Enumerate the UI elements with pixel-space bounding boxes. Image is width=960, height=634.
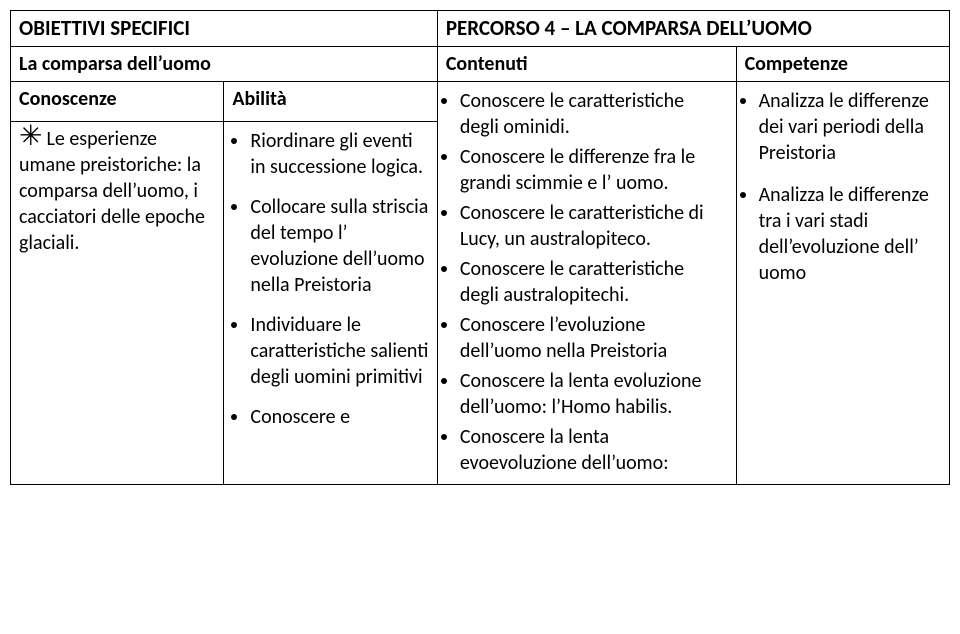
- asterisk-icon: ✳: [19, 126, 42, 148]
- table-row: Conoscenze Abilità Conoscere le caratter…: [11, 82, 950, 122]
- conoscenze-text: Le esperienze umane preistoriche: la com…: [19, 127, 205, 255]
- subheader-competenze: Competenze: [736, 47, 949, 82]
- subheader-contenuti: Contenuti: [437, 47, 736, 82]
- abilita-list-2: Collocare sulla striscia del tempo l’ ev…: [232, 194, 428, 298]
- list-item: Conoscere la lenta evoevoluzione dell’uo…: [460, 424, 728, 476]
- table-row: La comparsa dell’uomo Contenuti Competen…: [11, 47, 950, 82]
- cell-competenze: Analizza le differenze dei vari periodi …: [736, 82, 949, 485]
- cell-contenuti: Conoscere le caratteristiche degli omini…: [437, 82, 736, 485]
- list-item: Conoscere le caratteristiche di Lucy, un…: [460, 200, 728, 252]
- abilita-list-3: Individuare le caratteristiche salienti …: [232, 312, 428, 390]
- list-item: Analizza le differenze dei vari periodi …: [759, 88, 941, 166]
- list-item: Conoscere la lenta evoluzione dell’uomo:…: [460, 368, 728, 420]
- list-item: Conoscere l’evoluzione dell’uomo nella P…: [460, 312, 728, 364]
- header-right: PERCORSO 4 – LA COMPARSA DELL’UOMO: [437, 11, 949, 47]
- abilita-list-4: Conoscere e: [232, 404, 428, 430]
- list-item: Conoscere e: [250, 404, 428, 430]
- subheader-left: La comparsa dell’uomo: [11, 47, 438, 82]
- header-left: OBIETTIVI SPECIFICI: [11, 11, 438, 47]
- list-item: Collocare sulla striscia del tempo l’ ev…: [250, 194, 428, 298]
- list-item: Conoscere le caratteristiche degli omini…: [460, 88, 728, 140]
- competenze-list: Analizza le differenze dei vari periodi …: [745, 88, 941, 166]
- list-item: Individuare le caratteristiche salienti …: [250, 312, 428, 390]
- competenze-list-2: Analizza le differenze tra i vari stadi …: [745, 182, 941, 286]
- col-header-abilita: Abilità: [224, 82, 437, 122]
- cell-conoscenze: ✳ Le esperienze umane preistoriche: la c…: [11, 122, 224, 485]
- table-row: OBIETTIVI SPECIFICI PERCORSO 4 – LA COMP…: [11, 11, 950, 47]
- list-item: Riordinare gli eventi in successione log…: [250, 128, 428, 180]
- cell-abilita: Riordinare gli eventi in successione log…: [224, 122, 437, 485]
- list-item: Conoscere le differenze fra le grandi sc…: [460, 144, 728, 196]
- curriculum-table: OBIETTIVI SPECIFICI PERCORSO 4 – LA COMP…: [10, 10, 950, 485]
- contenuti-list: Conoscere le caratteristiche degli omini…: [446, 88, 728, 476]
- list-item: Analizza le differenze tra i vari stadi …: [759, 182, 941, 286]
- list-item: Conoscere le caratteristiche degli austr…: [460, 256, 728, 308]
- abilita-list: Riordinare gli eventi in successione log…: [232, 128, 428, 180]
- col-header-conoscenze: Conoscenze: [11, 82, 224, 122]
